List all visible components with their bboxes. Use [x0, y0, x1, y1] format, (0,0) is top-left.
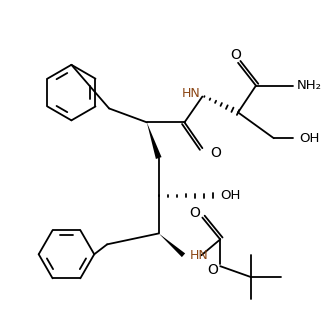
Text: O: O [231, 48, 242, 62]
Text: HN: HN [181, 87, 200, 100]
Text: OH: OH [300, 132, 320, 145]
Text: NH₂: NH₂ [297, 79, 321, 92]
Polygon shape [147, 122, 162, 159]
Text: O: O [210, 146, 221, 160]
Text: O: O [189, 206, 200, 220]
Text: OH: OH [220, 189, 241, 202]
Text: HN: HN [189, 249, 208, 262]
Polygon shape [159, 234, 185, 257]
Text: O: O [207, 263, 218, 277]
